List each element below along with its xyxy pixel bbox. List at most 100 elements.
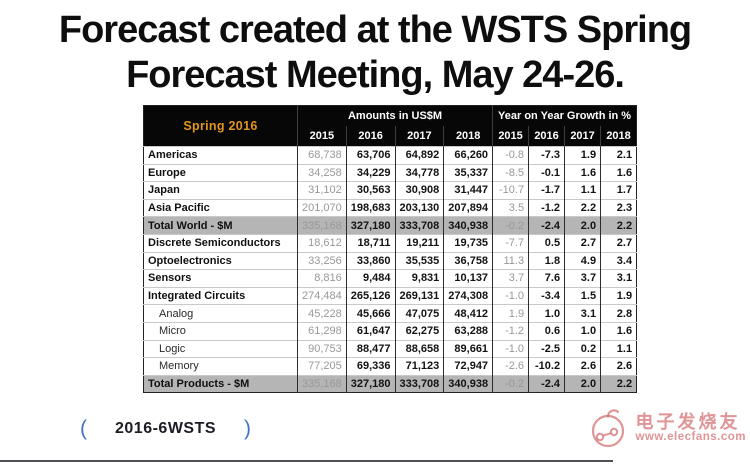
growth-2015: -1.0 (492, 339, 529, 358)
table-row: Discrete Semiconductors 18,612 18,711 19,21… (143, 233, 637, 253)
wsts-forecast-table: Spring 2016 Amounts in US$M Year on Year… (143, 105, 638, 394)
corner-cell-spring-2016: Spring 2016 (143, 105, 298, 147)
amount-2015: 31,102 (297, 181, 347, 200)
amount-2016: 63,706 (345, 146, 396, 165)
growth-2017: 1.9 (564, 146, 601, 165)
growth-year-header: 2016 (528, 126, 565, 147)
growth-2017: 4.9 (564, 251, 601, 270)
amount-2017: 9,831 (394, 269, 444, 288)
growth-2018: 1.7 (600, 181, 637, 200)
table-row: Optoelectronics 33,256 33,860 35,535 36,758 1… (143, 251, 637, 270)
amount-2018: 35,337 (443, 163, 493, 182)
growth-2016: -1.7 (528, 181, 565, 200)
amount-2016: 88,477 (345, 339, 396, 358)
growth-2017: 2.0 (564, 374, 601, 393)
amount-2015: 335,168 (297, 374, 347, 393)
amounts-year-header: 2015 (297, 126, 347, 147)
growth-2015: -1.0 (492, 286, 529, 305)
amount-2017: 35,535 (394, 251, 444, 270)
growth-2018: 2.8 (600, 304, 637, 323)
amount-2018: 274,308 (443, 286, 493, 305)
amount-2015: 335,168 (297, 216, 347, 235)
watermark-url: www.elecfans.com (635, 431, 746, 444)
amount-2017: 333,708 (394, 374, 444, 393)
growth-2018: 3.4 (600, 251, 637, 270)
amount-2015: 90,753 (297, 339, 347, 358)
amount-2018: 63,288 (443, 321, 493, 341)
growth-2016: 1.0 (528, 304, 565, 323)
amount-2018: 31,447 (443, 181, 493, 200)
amount-2016: 327,180 (345, 216, 396, 235)
growth-2018: 2.3 (600, 198, 637, 217)
row-label: Europe (143, 163, 298, 182)
amount-2017: 62,275 (394, 321, 444, 341)
growth-2015: 11.3 (492, 251, 529, 270)
growth-2018: 3.1 (600, 269, 637, 288)
row-label: Optoelectronics (143, 251, 298, 270)
row-label: Japan (143, 181, 298, 200)
amount-2017: 203,130 (394, 198, 444, 217)
amount-2015: 18,612 (297, 233, 347, 253)
table-row: Americas 68,738 63,706 64,892 66,260 -0.8 -7.3… (143, 146, 637, 165)
table-body: Americas 68,738 63,706 64,892 66,260 -0.8 -7.3… (143, 146, 637, 393)
amount-2016: 61,647 (345, 321, 396, 341)
growth-2016: 1.8 (528, 251, 565, 270)
growth-2016: -2.4 (528, 216, 565, 235)
amount-2017: 88,658 (394, 339, 444, 358)
amount-2015: 33,256 (297, 251, 347, 270)
amounts-year-header: 2017 (394, 126, 444, 147)
amount-2015: 68,738 (297, 146, 347, 165)
table-row: Total World - $M 335,168 327,180 333,708 340… (143, 216, 637, 235)
growth-year-header: 2015 (492, 126, 529, 147)
slide-title: Forecast created at the WSTS Spring Fore… (0, 8, 750, 98)
amount-2016: 69,336 (345, 357, 396, 376)
growth-2018: 1.6 (600, 163, 637, 182)
amounts-year-header: 2018 (443, 126, 493, 147)
amounts-year-header: 2016 (345, 126, 396, 147)
growth-2018: 2.2 (600, 216, 637, 235)
row-label: Total World - $M (143, 216, 298, 235)
year-header-row: 2015 2016 2017 2018 2015 2016 2017 2018 (144, 126, 637, 147)
row-label: Americas (143, 146, 298, 165)
open-bracket: ( (80, 417, 87, 440)
row-label: Analog (143, 304, 298, 323)
amount-2016: 9,484 (345, 269, 396, 288)
growth-2015: 3.7 (492, 269, 529, 288)
growth-2017: 3.7 (564, 269, 601, 288)
close-bracket: ) (244, 417, 252, 440)
growth-2015: -0.2 (492, 374, 529, 393)
growth-2018: 1.6 (600, 321, 637, 341)
amount-2017: 269,131 (394, 286, 444, 305)
amount-2018: 19,735 (443, 233, 493, 253)
amount-2015: 45,228 (297, 304, 347, 323)
growth-2018: 2.1 (600, 146, 637, 165)
amount-2015: 34,258 (297, 163, 347, 182)
amount-2018: 10,137 (443, 269, 493, 288)
row-label: Asia Pacific (143, 198, 298, 217)
elecfans-logo-icon (591, 409, 624, 448)
growth-2016: 0.5 (528, 233, 565, 253)
amount-2016: 33,860 (345, 251, 396, 270)
footnote: ( 2016-6WSTS ) (80, 417, 251, 441)
amount-2017: 64,892 (394, 146, 444, 165)
growth-2016: -1.2 (528, 198, 565, 217)
table-row: Integrated Circuits 274,484 265,126 269,131… (143, 286, 637, 305)
growth-2015: 3.5 (492, 198, 529, 217)
growth-2015: 1.9 (492, 304, 529, 323)
growth-2015: -7.7 (492, 233, 529, 253)
table-row: Analog 45,228 45,666 47,075 48,412 1.9 1.0 3.1 2… (143, 304, 637, 323)
growth-2018: 2.6 (600, 357, 637, 376)
amount-2017: 333,708 (394, 216, 444, 235)
group-header-row: Spring 2016 Amounts in US$M Year on Year… (143, 105, 637, 147)
amount-2016: 18,711 (345, 233, 396, 253)
growth-group-header: Year on Year Growth in % (492, 105, 637, 126)
growth-2016: -0.1 (528, 163, 565, 182)
growth-2015: -10.7 (492, 181, 529, 200)
growth-2015: -2.6 (492, 357, 529, 376)
amount-2018: 340,938 (443, 374, 493, 393)
slide-code: 2016-6WSTS (115, 420, 217, 437)
table-row: Sensors 8,816 9,484 9,831 10,137 3.7 7.6 3.7 3.1 (143, 269, 637, 288)
amount-2016: 30,563 (345, 181, 396, 200)
growth-2017: 2.2 (564, 198, 601, 217)
row-label: Sensors (143, 269, 298, 288)
